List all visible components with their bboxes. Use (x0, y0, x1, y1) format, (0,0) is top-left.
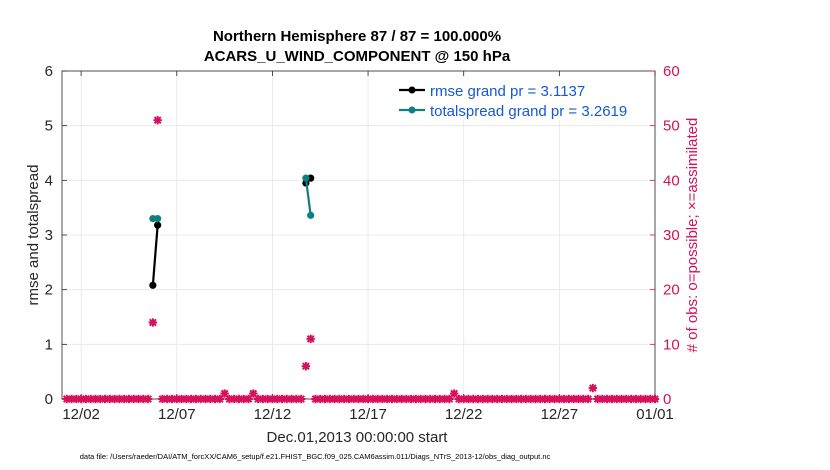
obs-marker (301, 362, 311, 371)
x-axis-label: Dec.01,2013 00:00:00 start (267, 429, 449, 446)
series-point (154, 215, 162, 223)
x-tick-label: 01/01 (636, 406, 674, 423)
x-tick-label: 12/22 (445, 406, 483, 423)
series-line (151, 225, 159, 286)
legend-totalspread-label: totalspread grand pr = 3.2619 (430, 103, 627, 120)
legend: rmse grand pr = 3.1137 totalspread grand… (398, 78, 652, 120)
series-point (307, 211, 315, 219)
legend-box (398, 78, 652, 120)
obs-marker-stroke (149, 318, 157, 327)
obs-marker-stroke (144, 395, 152, 403)
obs-marker (449, 389, 459, 398)
obs-marker-stroke (249, 389, 258, 398)
y-right-tick-label: 40 (663, 172, 680, 189)
y-right-axis-ticks: 0 10 20 30 40 50 60 (650, 63, 680, 408)
obs-marker (650, 394, 660, 404)
obs-marker (220, 389, 229, 398)
legend-rmse-marker (408, 86, 416, 94)
y-right-tick-label: 60 (663, 63, 680, 80)
y-right-tick-label: 30 (663, 227, 680, 244)
obs-marker-stroke (153, 116, 162, 125)
y-tick-label: 3 (45, 227, 53, 244)
series-line (304, 178, 312, 216)
y-tick-label: 2 (45, 282, 53, 299)
obs-marker (306, 334, 315, 344)
x-tick-label: 12/02 (62, 406, 100, 423)
obs-marker-stroke (584, 395, 592, 403)
legend-rmse-label: rmse grand pr = 3.1137 (430, 83, 585, 100)
y-axis-label: rmse and totalspread (25, 165, 42, 306)
x-tick-label: 12/12 (254, 406, 292, 423)
obs-marker-stroke (450, 389, 459, 398)
obs-marker (153, 116, 162, 125)
series-point (149, 281, 157, 289)
obs-marker-stroke (220, 389, 229, 398)
y-right-axis-label: # of obs: o=possible; ×=assimilated (684, 118, 701, 353)
series-point (302, 174, 310, 182)
obs-marker-stroke (302, 362, 310, 371)
obs-marker (583, 394, 593, 404)
obs-marker (249, 389, 258, 398)
series-point (154, 221, 162, 229)
legend-totalspread-marker (408, 106, 416, 114)
obs-marker-stroke (297, 395, 305, 403)
x-tick-label: 12/07 (158, 406, 196, 423)
y-right-tick-label: 0 (663, 391, 671, 408)
x-tick-label: 12/27 (541, 406, 579, 423)
x-tick-label: 12/17 (349, 406, 387, 423)
y-right-tick-label: 50 (663, 118, 680, 135)
y-tick-label: 4 (45, 172, 53, 189)
y-right-tick-label: 10 (663, 336, 680, 353)
obs-marker (296, 394, 306, 404)
y-tick-label: 6 (45, 63, 53, 80)
obs-marker (143, 394, 153, 404)
data-file-footnote: data file: /Users/raeder/DAI/ATM_forcXX/… (80, 452, 551, 461)
obs-marker (588, 383, 598, 393)
obs-marker-stroke (651, 395, 659, 403)
chart-title: Northern Hemisphere 87 / 87 = 100.000% (213, 28, 501, 45)
obs-marker (148, 318, 158, 327)
y-tick-label: 1 (45, 336, 53, 353)
obs-marker-stroke (306, 335, 315, 343)
obs-marker (445, 394, 454, 404)
y-tick-label: 0 (45, 391, 53, 408)
chart-subtitle: ACARS_U_WIND_COMPONENT @ 150 hPa (204, 48, 511, 65)
obs-count-markers (62, 116, 660, 404)
y-tick-label: 5 (45, 118, 53, 135)
obs-marker-stroke (588, 384, 597, 392)
y-right-tick-label: 20 (663, 282, 680, 299)
